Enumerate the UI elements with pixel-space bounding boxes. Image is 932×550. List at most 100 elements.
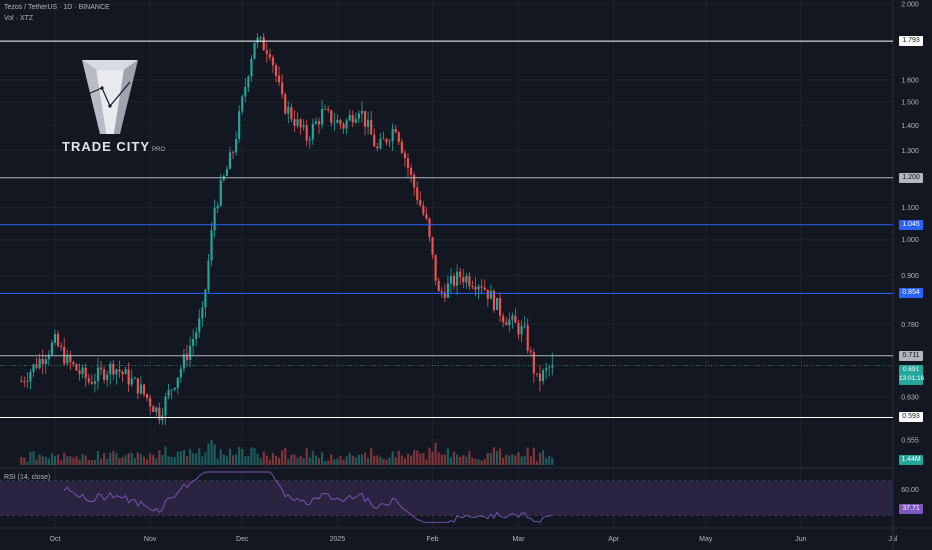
volume-bar	[228, 449, 232, 465]
candle-body	[370, 120, 373, 135]
x-tick-label: May	[699, 536, 713, 543]
volume-bar	[44, 456, 47, 465]
candle-body	[502, 315, 505, 323]
volume-bar	[170, 457, 173, 465]
volume-bar	[324, 461, 327, 465]
rsi-line	[63, 471, 553, 523]
rsi-band	[0, 480, 893, 516]
candle-body	[437, 280, 440, 292]
volume-bar	[231, 455, 235, 465]
volume-bar	[483, 458, 486, 465]
volume-bar	[23, 457, 26, 465]
candle-body	[320, 109, 324, 125]
candle-body	[520, 326, 523, 335]
candle-body	[468, 276, 471, 286]
volume-bar	[146, 459, 149, 465]
candle-body	[400, 141, 403, 153]
candle-body	[363, 110, 367, 127]
candle-body	[99, 367, 103, 370]
candle-body	[201, 307, 204, 319]
volume-bar	[66, 456, 69, 465]
candle-body	[508, 319, 511, 326]
candle-body	[78, 370, 81, 374]
candle-body	[394, 128, 397, 133]
candle-body	[357, 113, 360, 119]
volume-bar	[314, 455, 317, 465]
candle-body	[523, 325, 526, 327]
volume-bar	[508, 455, 511, 465]
candle-body	[93, 381, 96, 384]
candle-body	[541, 370, 545, 382]
volume-bar	[376, 455, 379, 465]
volume-bar	[225, 456, 228, 465]
volume-bar	[281, 450, 284, 465]
volume-bar	[434, 442, 437, 465]
candle-body	[336, 119, 339, 123]
level-tag-0.711: 0.711	[899, 350, 923, 361]
candle-body	[477, 286, 480, 290]
candle-body	[422, 205, 425, 215]
candle-body	[311, 123, 314, 140]
candle-body	[324, 108, 327, 110]
candle-body	[419, 200, 422, 206]
volume-bar	[278, 457, 281, 465]
volume-bar	[431, 451, 434, 465]
volume-bar	[222, 454, 225, 465]
candle-body	[69, 354, 72, 363]
volume-bar	[400, 455, 403, 465]
volume-bar	[198, 448, 201, 465]
volume-bar	[130, 452, 133, 465]
volume-bar	[532, 447, 535, 465]
candle-body	[84, 367, 87, 379]
volume-bar	[523, 455, 526, 465]
volume-bar	[416, 450, 419, 465]
volume-bar	[477, 459, 480, 465]
candle-body	[511, 315, 514, 320]
candle-body	[250, 58, 253, 77]
candle-body	[274, 65, 278, 76]
volume-bar	[250, 447, 253, 465]
volume-bar	[29, 451, 32, 465]
candle-body	[149, 398, 152, 407]
volume-bar	[538, 452, 542, 465]
candle-body	[327, 108, 330, 111]
candle-body	[517, 322, 520, 335]
level-tag-0.593: 0.593	[899, 412, 923, 423]
volume-bar	[179, 451, 182, 465]
y-tick-label: 2.000	[901, 2, 919, 9]
candle-body	[146, 394, 149, 399]
candle-body	[53, 333, 57, 343]
candle-body	[376, 146, 379, 149]
volume-bar	[327, 460, 330, 465]
volume-bar	[492, 447, 496, 465]
candle-body	[342, 124, 345, 129]
volume-bar	[551, 458, 554, 465]
candle-body	[179, 368, 182, 378]
volume-bar	[526, 447, 529, 465]
candle-body	[373, 134, 376, 147]
candle-body	[213, 208, 216, 231]
volume-bar	[213, 444, 216, 465]
x-tick-label: Apr	[608, 536, 620, 543]
volume-bar	[345, 456, 348, 465]
volume-bar	[109, 452, 112, 465]
candle-body	[204, 289, 207, 308]
candle-body	[483, 287, 486, 290]
volume-bar	[419, 453, 422, 465]
y-tick-label: 1.300	[901, 148, 919, 155]
candle-body	[529, 350, 532, 353]
candle-body	[176, 377, 179, 388]
volume-bar	[502, 457, 505, 465]
volume-bar	[535, 461, 539, 465]
x-tick-label: Dec	[236, 536, 249, 543]
volume-bar	[480, 460, 483, 465]
volume-bar	[265, 455, 268, 465]
volume-bar	[133, 458, 136, 465]
candle-body	[379, 138, 382, 149]
candle-body	[538, 373, 542, 382]
candle-body	[526, 325, 529, 351]
last-price-value: 0.691	[902, 366, 920, 374]
candle-body	[397, 132, 400, 142]
candle-body	[216, 205, 219, 209]
